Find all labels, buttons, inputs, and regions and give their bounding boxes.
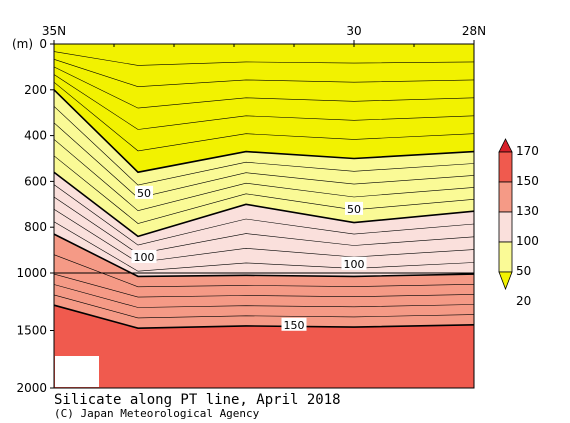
contour-line [53,139,475,212]
contour-label: 50 [347,203,361,216]
contour-line [53,284,475,308]
contour-line [53,233,475,278]
y-axis-unit-label: (m) [12,37,33,51]
zone-150 [54,305,474,388]
contour-labels: 50 50 100 100 150 [131,185,367,332]
axes: 35N 30 28N 0 200 400 600 800 1000 1500 2000 [16,24,486,395]
colored-zones [54,44,474,389]
contour-line [53,196,475,255]
contour-line [53,59,475,88]
colorbar-label: 170 [516,144,539,158]
y-tick-label: 2000 [16,381,47,395]
colorbar: 170 150 130 100 50 20 [498,138,539,308]
y-tick-label: 200 [24,83,47,97]
colorbar-label: 100 [516,234,539,248]
contour-line [53,221,475,272]
contour-label-bg [281,317,307,331]
colorbar-label: 150 [516,174,539,188]
contour-lines [53,51,475,330]
colorbar-label: 20 [516,294,531,308]
contour-line [53,51,475,66]
missing-data-patch [55,356,99,387]
contour-line [53,304,475,330]
contour-line [53,254,475,288]
x-tick-label: 30 [346,24,361,38]
contour-label-bg [341,256,367,270]
y-tick-label: 1500 [16,324,47,338]
colorbar-label: 130 [516,204,539,218]
contour-label-bg [131,249,157,263]
plot-frame [53,43,475,389]
contour-label: 100 [344,258,365,271]
y-tick-label: 1000 [16,266,47,280]
contour-label: 100 [134,251,155,264]
colorbar-bottom-arrow [498,271,513,291]
contour-label: 50 [137,187,151,200]
contour-line [53,89,475,174]
contour-line [53,106,475,186]
x-tick-label: 35N [42,24,66,38]
colorbar-swatch [498,151,513,183]
contour-label: 150 [284,319,305,332]
contour-line [53,273,475,298]
colorbar-swatch [498,241,513,273]
colorbar-swatch [498,211,513,243]
contour-line [53,122,475,199]
contour-line [53,66,475,109]
contour-line [53,155,475,224]
colorbar-swatch [498,181,513,213]
contour-line [53,294,475,319]
y-tick-label: 0 [39,37,47,51]
contour-line [53,209,475,263]
y-tick-label: 600 [24,174,47,188]
x-tick-label: 28N [462,24,486,38]
y-tick-label: 800 [24,220,47,234]
contour-line [53,171,475,238]
contour-line [53,184,475,246]
contour-label-bg [135,185,153,199]
colorbar-label: 50 [516,264,531,278]
contour-line [53,81,475,152]
contour-line [53,74,475,130]
y-tick-label: 400 [24,129,47,143]
chart-title: Silicate along PT line, April 2018 [54,392,341,408]
credit-text: (C) Japan Meteorological Agency [54,407,260,420]
contour-label-bg [345,201,363,215]
colorbar-top-arrow [498,138,513,153]
